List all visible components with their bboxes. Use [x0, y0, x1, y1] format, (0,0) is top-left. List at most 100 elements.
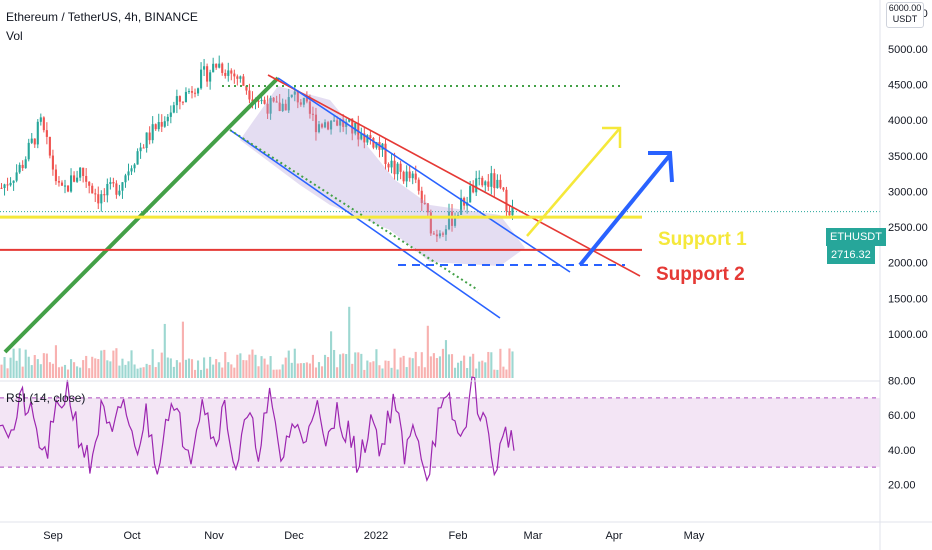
- candle-body: [460, 197, 463, 215]
- candle-body: [224, 72, 227, 76]
- candle-body: [151, 124, 154, 141]
- candle-body: [333, 120, 336, 122]
- candle-body: [166, 116, 169, 122]
- candle-body: [502, 187, 505, 190]
- volume-bar: [106, 360, 109, 378]
- candle-body: [212, 63, 215, 73]
- volume-bar: [160, 352, 163, 378]
- volume-bar: [505, 369, 508, 378]
- candle-body: [330, 120, 333, 130]
- volume-bar: [230, 364, 233, 378]
- volume-bar: [499, 348, 502, 378]
- candle-body: [242, 76, 245, 86]
- volume-bar: [154, 367, 157, 378]
- volume-bar: [221, 367, 224, 378]
- price-tick: 3000.00: [888, 186, 928, 198]
- volume-bar: [212, 364, 215, 378]
- volume-bar: [342, 353, 345, 378]
- volume-bar: [0, 364, 3, 378]
- candle-body: [85, 175, 88, 182]
- price-tick: 1000.00: [888, 329, 928, 341]
- price-tick: 2500.00: [888, 222, 928, 234]
- volume-bar: [103, 349, 106, 378]
- volume-bar: [73, 362, 76, 378]
- price-tick: 3500.00: [888, 151, 928, 163]
- yellow-arrow-line: [526, 127, 621, 237]
- candle-body: [444, 229, 448, 235]
- volume-bar: [63, 364, 67, 378]
- volume-bar: [209, 356, 212, 378]
- volume-bar: [508, 348, 511, 378]
- candle-body: [236, 76, 239, 79]
- candle-body: [290, 94, 293, 98]
- volume-bar: [490, 352, 493, 378]
- candle-body: [36, 121, 39, 145]
- volume-bar: [408, 357, 411, 378]
- volume-bar: [3, 357, 6, 378]
- candle-body: [314, 114, 318, 133]
- drawings: [0, 74, 674, 354]
- candle-body: [493, 173, 496, 189]
- volume-bar: [239, 353, 242, 378]
- candle-body: [15, 172, 18, 181]
- volume-bar: [242, 360, 245, 378]
- volume-bar: [390, 367, 393, 378]
- candle-body: [441, 233, 445, 235]
- candle-body: [336, 120, 339, 126]
- volume-bar: [333, 349, 336, 378]
- rsi-tick: 80.00: [888, 376, 916, 388]
- currency-unit[interactable]: 6000.00 USDT: [886, 2, 924, 28]
- volume-bar: [345, 354, 348, 378]
- candle-body: [133, 164, 136, 169]
- candle-body: [209, 72, 212, 82]
- candle-body: [390, 160, 393, 168]
- time-tick: May: [684, 530, 705, 542]
- candle-body: [269, 97, 272, 114]
- candle-body: [66, 185, 70, 192]
- volume-bar: [227, 362, 230, 378]
- candle-body: [121, 182, 124, 191]
- support-2-label: Support 2: [656, 264, 745, 285]
- candle-body: [203, 66, 206, 70]
- candle-body: [366, 135, 369, 143]
- volume-bar: [148, 364, 151, 378]
- candle-body: [450, 211, 454, 226]
- candle-body: [423, 202, 426, 204]
- volume-bar: [109, 361, 112, 378]
- volume-bar: [457, 362, 460, 378]
- candle-body: [88, 181, 91, 186]
- volume-bar: [233, 367, 236, 378]
- volume-bar: [97, 359, 100, 378]
- candle-body: [136, 151, 139, 165]
- volume-bar: [302, 363, 305, 378]
- volume-bar: [278, 369, 281, 378]
- support-1-label: Support 1: [658, 229, 747, 250]
- volume-bar: [305, 362, 308, 378]
- time-tick: Sep: [43, 530, 63, 542]
- candle-body: [420, 190, 423, 203]
- volume-bar: [381, 368, 384, 378]
- volume-bar: [336, 367, 339, 378]
- channel-red-upper: [267, 74, 641, 277]
- candle-body: [484, 181, 487, 186]
- price-tag-value: 2716.32: [826, 246, 875, 264]
- volume-bars: [0, 306, 514, 378]
- volume-bar: [251, 349, 254, 378]
- candle-body: [12, 180, 15, 183]
- volume-bar: [76, 366, 79, 378]
- volume-bar: [469, 356, 472, 378]
- candle-body: [490, 173, 493, 187]
- volume-bar: [163, 323, 166, 378]
- candle-body: [145, 132, 148, 148]
- volume-bar: [323, 354, 327, 378]
- volume-bar: [66, 369, 70, 378]
- time-tick: Feb: [449, 530, 468, 542]
- volume-bar: [88, 368, 91, 378]
- channel-blue-lower: [229, 129, 501, 319]
- unit-label: USDT: [892, 14, 918, 24]
- volume-bar: [414, 351, 417, 378]
- volume-bar: [435, 358, 438, 378]
- time-tick: Mar: [524, 530, 543, 542]
- candle-body: [51, 155, 54, 170]
- volume-bar: [444, 340, 448, 378]
